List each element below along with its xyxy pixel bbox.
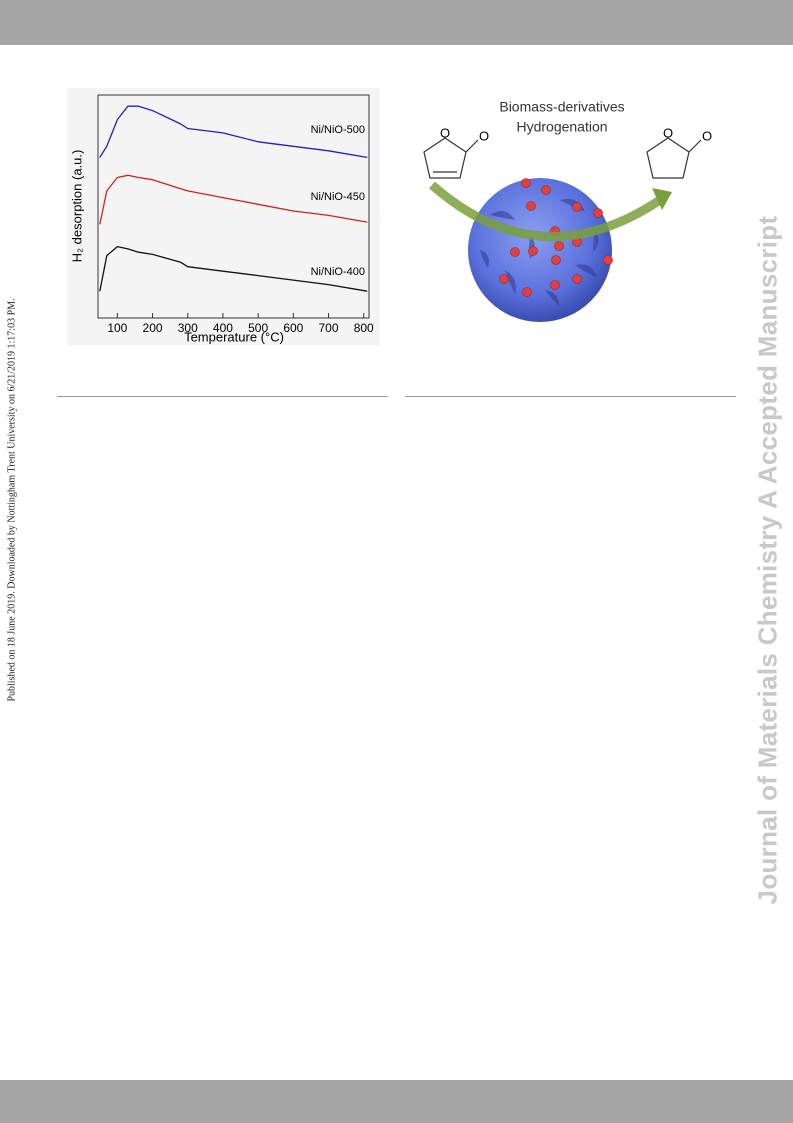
product-molecule	[646, 137, 702, 179]
catalyst-graphic: Biomass-derivatives Hydrogenation O O O …	[423, 99, 712, 322]
x-tick-label: 300	[178, 321, 198, 335]
divider	[405, 396, 736, 397]
x-tick-label: 500	[248, 321, 268, 335]
x-tick-label: 400	[213, 321, 233, 335]
atom-label: O	[479, 128, 489, 143]
graphic-title: Hydrogenation	[516, 119, 607, 135]
chart: Temperature (°C) H₂ desorption (a.u.) Bi…	[67, 88, 712, 345]
atom-label: O	[663, 125, 673, 140]
reactant-molecule	[423, 137, 479, 179]
divider	[57, 396, 388, 397]
data-line	[99, 105, 368, 159]
reaction-arrow	[429, 181, 663, 242]
chart-background	[67, 88, 380, 345]
x-axis-label: Temperature (°C)	[184, 329, 284, 344]
x-tick-label: 100	[107, 321, 127, 335]
x-tick-label: 800	[354, 321, 374, 335]
nanosphere	[468, 178, 612, 322]
ni-particles	[499, 178, 613, 297]
series-label: Ni/NiO-500	[311, 124, 365, 136]
y-axis-label: H₂ desorption (a.u.)	[69, 150, 84, 263]
graphic-title: Biomass-derivatives	[499, 99, 624, 115]
data-line	[99, 245, 368, 292]
x-tick-label: 600	[283, 321, 303, 335]
header-bar	[0, 0, 793, 45]
atom-label: O	[702, 128, 712, 143]
x-tick-label: 700	[319, 321, 339, 335]
x-tick-label: 200	[143, 321, 163, 335]
arrow-head	[652, 188, 672, 210]
plot-frame	[97, 94, 370, 319]
data-line	[99, 174, 368, 225]
atom-label: O	[440, 125, 450, 140]
series-label: Ni/NiO-450	[311, 191, 365, 203]
series-label: Ni/NiO-400	[311, 266, 365, 278]
footer-bar	[0, 1080, 793, 1123]
